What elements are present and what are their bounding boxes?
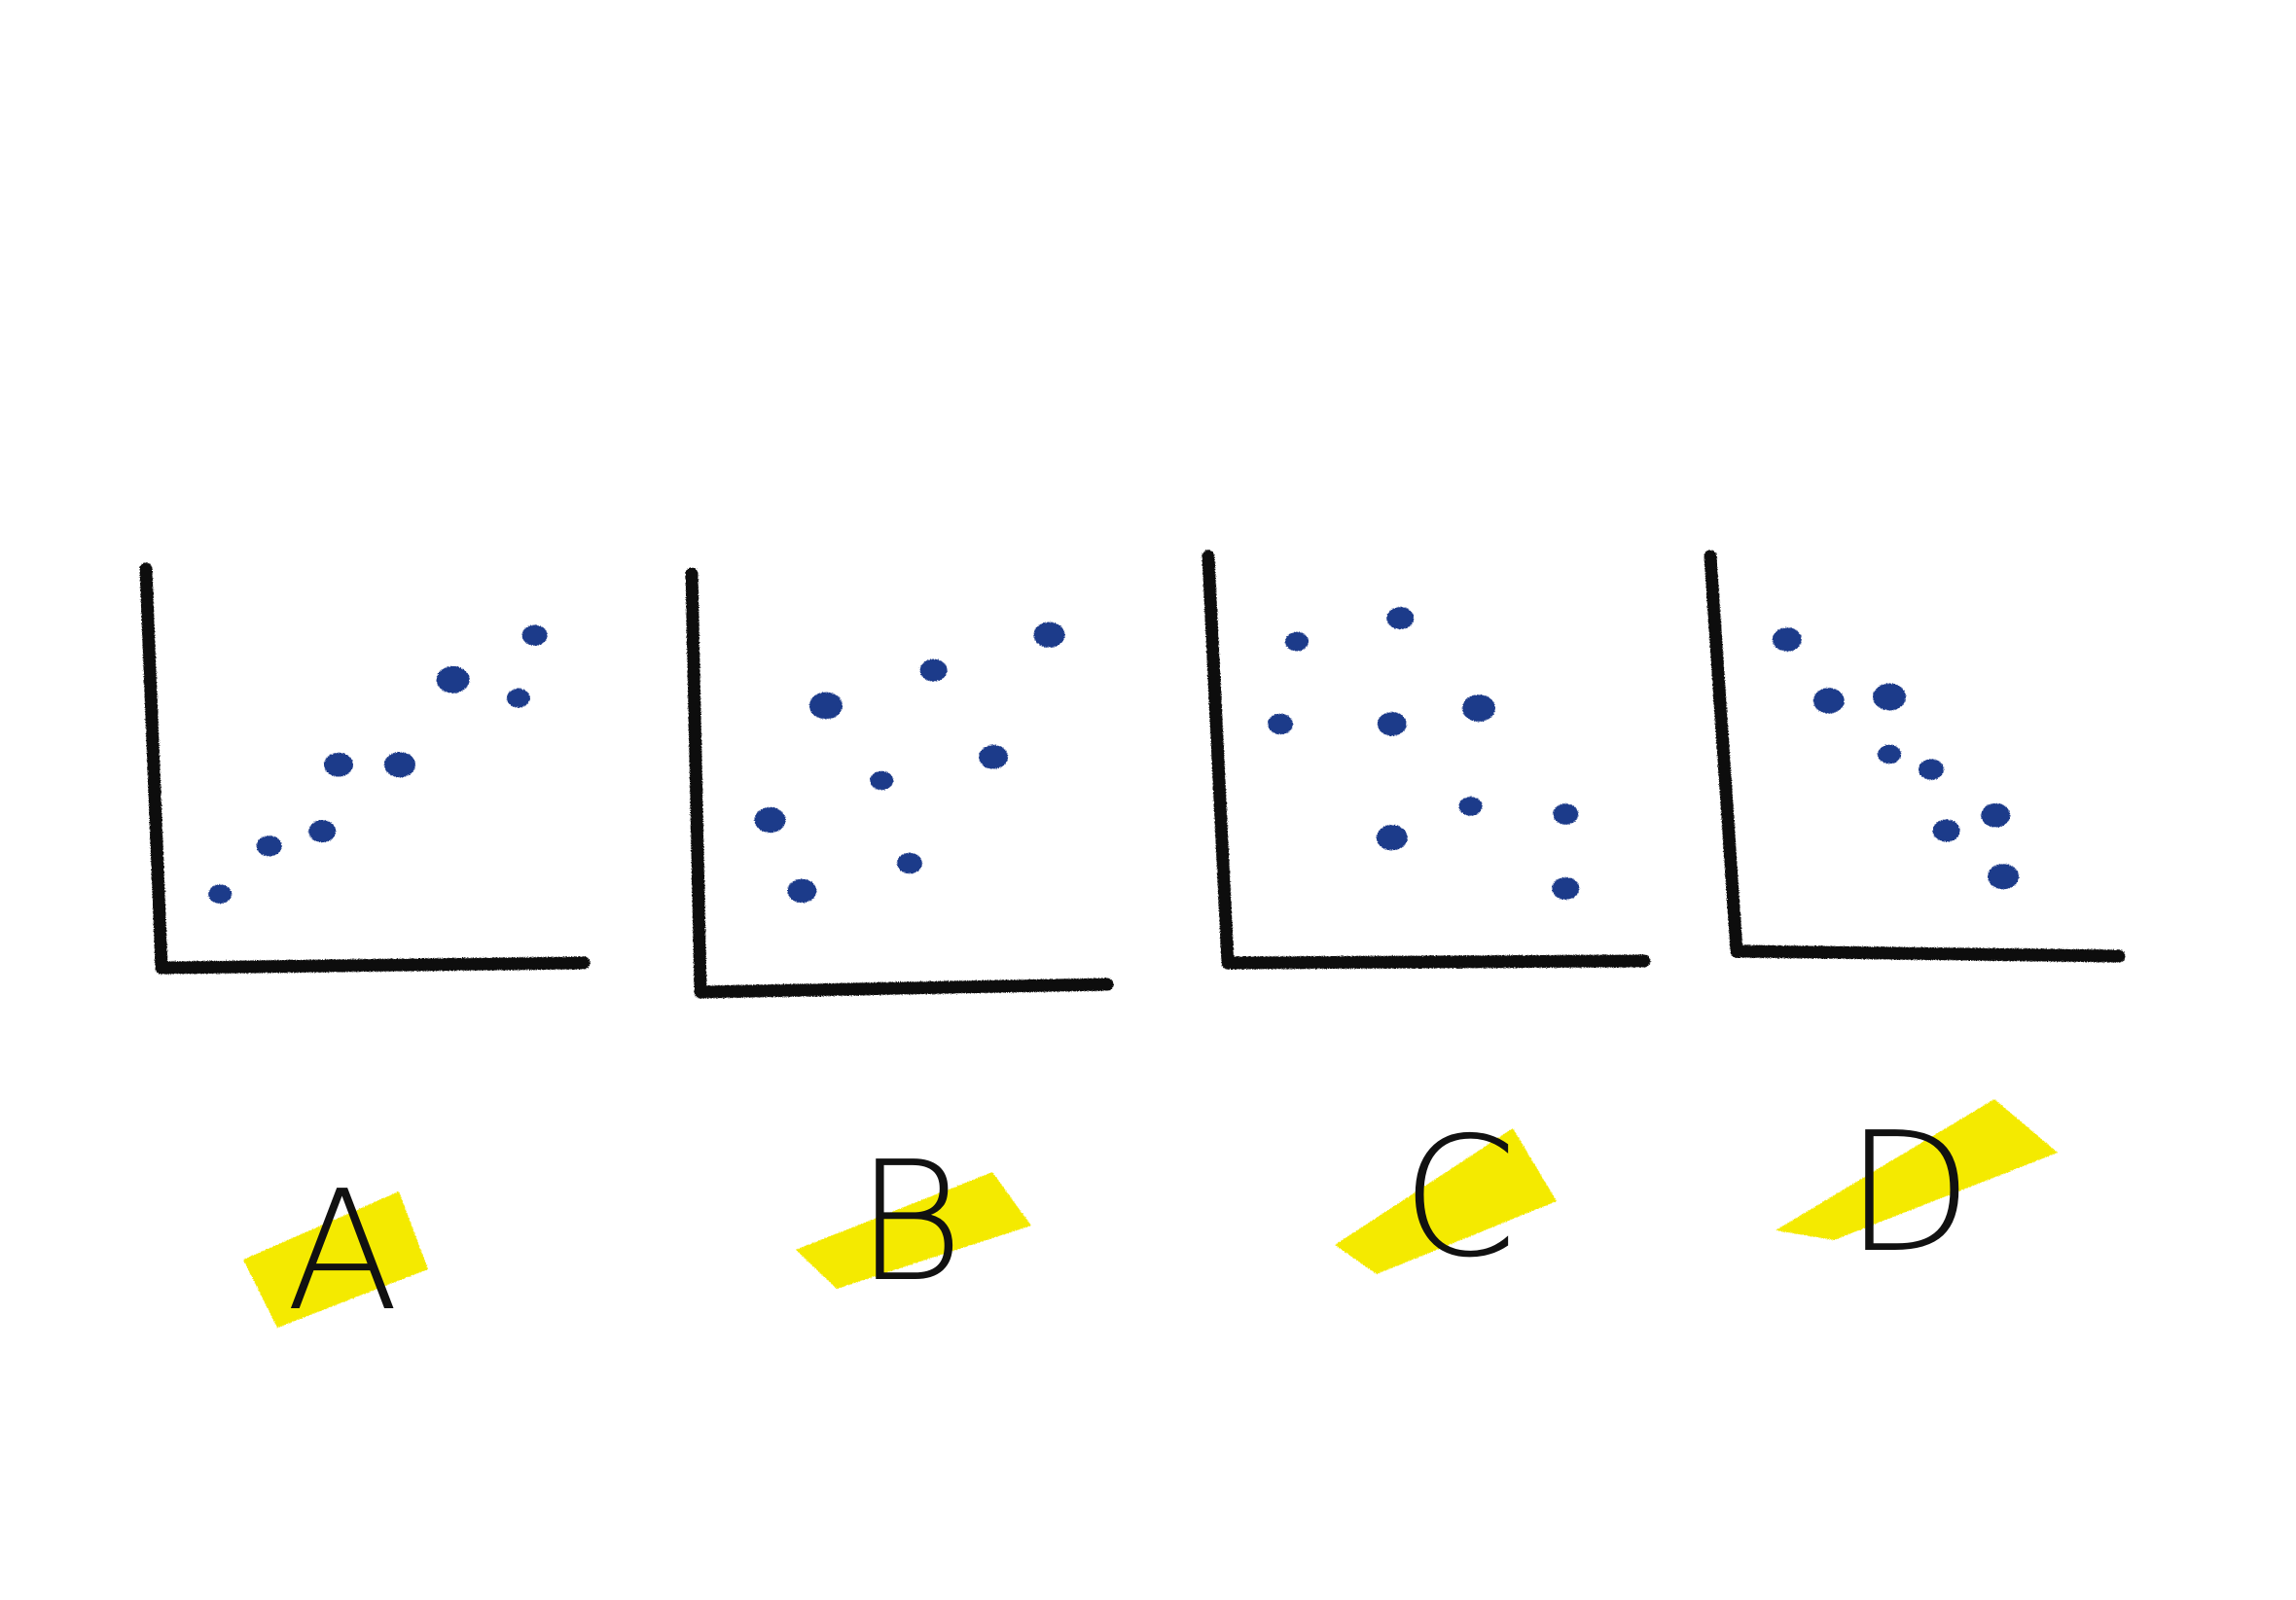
data-point <box>1285 631 1309 652</box>
panel-label-group: D <box>1776 1097 2058 1290</box>
label-highlight <box>1776 1099 2058 1240</box>
data-point <box>1458 797 1483 816</box>
data-points <box>754 622 1065 904</box>
data-points <box>208 624 548 904</box>
panel-c: C <box>1202 550 1651 1295</box>
data-point <box>308 820 337 843</box>
data-point <box>324 752 353 777</box>
data-point <box>919 658 948 682</box>
data-point <box>1878 744 1902 764</box>
data-points <box>1268 607 1580 900</box>
data-point <box>808 692 843 720</box>
label-highlight <box>796 1172 1031 1289</box>
data-point <box>1268 713 1293 734</box>
axes-lines <box>685 567 1114 999</box>
data-point <box>1377 712 1407 736</box>
data-point <box>1033 622 1065 648</box>
data-point <box>384 752 415 778</box>
panel-label: B <box>855 1126 963 1319</box>
data-point <box>1376 825 1408 851</box>
panel-label: C <box>1402 1102 1518 1295</box>
axes-lines <box>139 562 591 975</box>
data-point <box>1772 627 1802 652</box>
panel-d: D <box>1704 550 2126 1290</box>
data-point <box>256 836 282 857</box>
data-point <box>1462 694 1495 722</box>
data-points <box>1772 627 2020 890</box>
label-highlight <box>243 1191 428 1328</box>
panel-label: D <box>1846 1097 1973 1290</box>
data-point <box>506 689 530 708</box>
panel-label: A <box>286 1156 399 1348</box>
data-point <box>521 624 548 646</box>
data-point <box>897 852 922 874</box>
data-point <box>1553 803 1579 825</box>
data-point <box>1919 759 1944 780</box>
data-point <box>1873 683 1907 711</box>
data-point <box>1812 688 1845 714</box>
data-point <box>870 770 894 791</box>
data-point <box>1981 803 2011 828</box>
data-point <box>208 884 233 904</box>
data-point <box>1932 819 1960 842</box>
data-point <box>1988 864 2020 890</box>
axes-lines <box>1202 550 1651 970</box>
data-point <box>436 665 470 693</box>
panel-label-group: C <box>1335 1102 1557 1295</box>
data-point <box>1552 877 1580 900</box>
panel-label-group: A <box>243 1156 428 1348</box>
panel-a: A <box>139 562 591 1348</box>
data-point <box>787 878 817 904</box>
axes-lines <box>1704 550 2126 963</box>
panel-b: B <box>685 567 1114 1319</box>
data-point <box>979 744 1009 769</box>
label-highlight <box>1335 1128 1557 1274</box>
panel-label-group: B <box>796 1126 1031 1319</box>
data-point <box>1386 607 1415 629</box>
data-point <box>754 806 786 834</box>
